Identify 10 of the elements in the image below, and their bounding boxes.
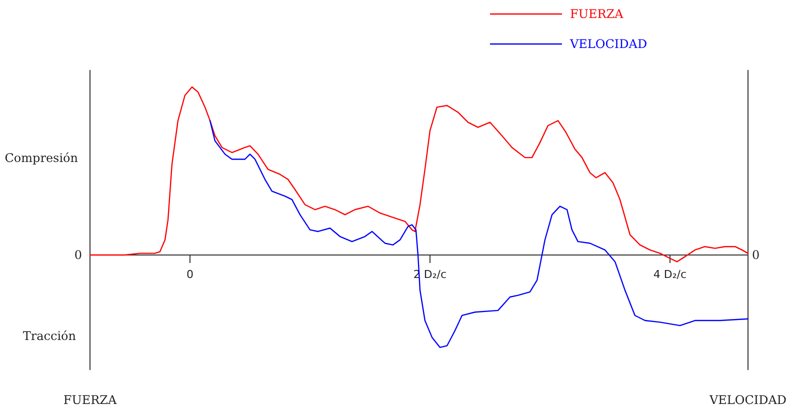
x-tick-label: 4 D₂/c [653, 268, 687, 282]
text: FUERZA [570, 7, 624, 21]
text: 0 [752, 248, 760, 262]
y-axis-title: FUERZA [63, 393, 117, 407]
text: 0 [74, 248, 82, 262]
text: Tracción [22, 329, 76, 343]
text: Compresión [4, 151, 78, 165]
y2-axis-title: VELOCIDAD [708, 393, 787, 407]
text: VELOCIDAD [569, 37, 648, 51]
x-tick-label: 0 [186, 268, 194, 282]
